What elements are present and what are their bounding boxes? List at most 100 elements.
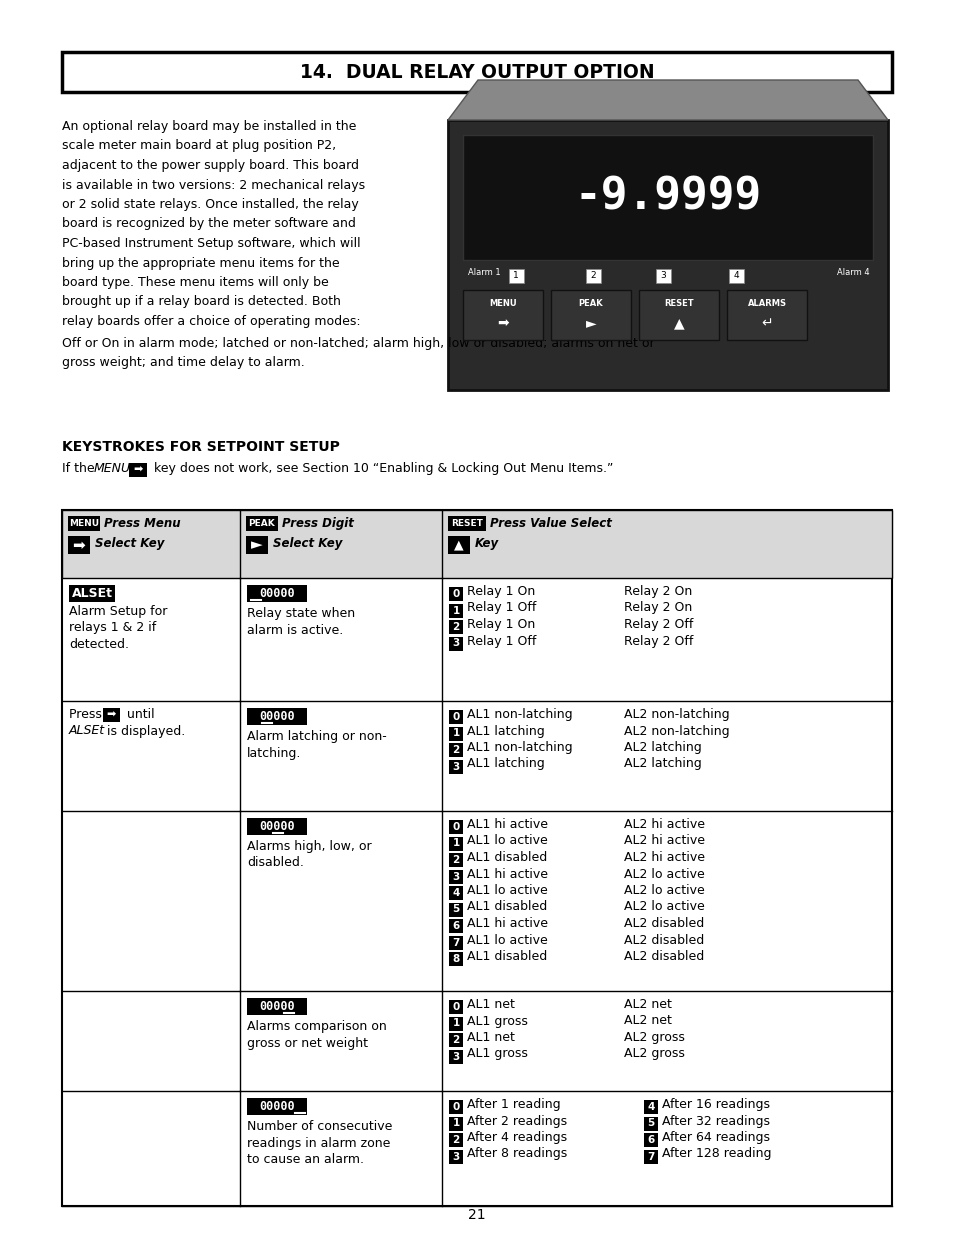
Text: ➡: ➡ bbox=[72, 537, 85, 552]
Text: Alarm latching or non-: Alarm latching or non- bbox=[247, 730, 386, 743]
Bar bbox=[449, 710, 462, 724]
Bar bbox=[449, 743, 462, 757]
Bar bbox=[449, 1150, 462, 1163]
Text: Relay 2 Off: Relay 2 Off bbox=[623, 618, 693, 631]
Text: AL2 disabled: AL2 disabled bbox=[623, 918, 703, 930]
Text: AL2 gross: AL2 gross bbox=[623, 1031, 684, 1044]
Text: AL1 hi active: AL1 hi active bbox=[467, 867, 547, 881]
Bar bbox=[449, 1050, 462, 1063]
Bar bbox=[449, 587, 462, 601]
Text: 1: 1 bbox=[452, 605, 459, 615]
Text: relays 1 & 2 if: relays 1 & 2 if bbox=[69, 621, 156, 635]
Text: PC-based Instrument Setup software, which will: PC-based Instrument Setup software, whic… bbox=[62, 237, 360, 249]
Text: 3: 3 bbox=[452, 638, 459, 648]
Text: 1: 1 bbox=[452, 1119, 459, 1129]
Bar bbox=[69, 585, 115, 601]
Bar bbox=[449, 604, 462, 618]
Bar bbox=[643, 1100, 658, 1114]
Text: Alarms comparison on: Alarms comparison on bbox=[247, 1020, 386, 1032]
Bar bbox=[68, 536, 90, 555]
Text: MENU: MENU bbox=[94, 462, 131, 475]
Text: AL2 disabled: AL2 disabled bbox=[623, 934, 703, 946]
Text: key does not work, see Section 10 “Enabling & Locking Out Menu Items.”: key does not work, see Section 10 “Enabl… bbox=[150, 462, 613, 475]
Bar bbox=[643, 1150, 658, 1163]
Bar bbox=[449, 853, 462, 867]
Text: 0: 0 bbox=[452, 823, 459, 832]
Bar bbox=[62, 52, 891, 91]
Text: AL2 non-latching: AL2 non-latching bbox=[623, 708, 729, 721]
Text: PEAK: PEAK bbox=[249, 519, 275, 529]
Bar bbox=[103, 708, 120, 722]
Text: AL1 net: AL1 net bbox=[467, 998, 515, 1011]
Bar bbox=[62, 510, 891, 1207]
Bar bbox=[449, 1032, 462, 1047]
Bar bbox=[462, 290, 542, 340]
Bar bbox=[509, 269, 523, 283]
Text: MENU: MENU bbox=[69, 519, 99, 529]
Text: MENU: MENU bbox=[489, 300, 517, 309]
Text: gross or net weight: gross or net weight bbox=[247, 1036, 368, 1050]
Text: AL1 latching: AL1 latching bbox=[467, 757, 544, 771]
Bar bbox=[62, 510, 891, 578]
Text: to cause an alarm.: to cause an alarm. bbox=[247, 1153, 364, 1166]
Bar bbox=[449, 760, 462, 773]
Text: PEAK: PEAK bbox=[578, 300, 602, 309]
Text: Alarm Setup for: Alarm Setup for bbox=[69, 605, 167, 618]
Text: brought up if a relay board is detected. Both: brought up if a relay board is detected.… bbox=[62, 295, 340, 309]
Text: Select Key: Select Key bbox=[273, 537, 342, 550]
Text: After 128 reading: After 128 reading bbox=[661, 1147, 771, 1161]
Text: ➡: ➡ bbox=[133, 466, 143, 475]
Text: 4: 4 bbox=[733, 272, 738, 280]
Text: ALARMS: ALARMS bbox=[747, 300, 785, 309]
Text: Relay 1 Off: Relay 1 Off bbox=[467, 635, 536, 647]
Text: AL1 disabled: AL1 disabled bbox=[467, 851, 547, 864]
Text: 00000: 00000 bbox=[259, 710, 294, 722]
Text: gross weight; and time delay to alarm.: gross weight; and time delay to alarm. bbox=[62, 356, 304, 369]
Bar bbox=[585, 269, 600, 283]
Text: 21: 21 bbox=[468, 1208, 485, 1221]
Text: 0: 0 bbox=[452, 1102, 459, 1112]
Text: alarm is active.: alarm is active. bbox=[247, 624, 343, 636]
Text: 0: 0 bbox=[452, 713, 459, 722]
Text: AL1 non-latching: AL1 non-latching bbox=[467, 708, 572, 721]
Text: AL2 hi active: AL2 hi active bbox=[623, 851, 704, 864]
Text: If the: If the bbox=[62, 462, 98, 475]
Text: KEYSTROKES FOR SETPOINT SETUP: KEYSTROKES FOR SETPOINT SETUP bbox=[62, 440, 339, 454]
Text: Alarm 4: Alarm 4 bbox=[837, 268, 869, 277]
Bar bbox=[247, 585, 307, 601]
Text: relay boards offer a choice of operating modes:: relay boards offer a choice of operating… bbox=[62, 315, 360, 329]
Text: 2: 2 bbox=[590, 272, 596, 280]
Text: until: until bbox=[123, 708, 154, 721]
Text: Press Menu: Press Menu bbox=[104, 517, 180, 530]
Text: scale meter main board at plug position P2,: scale meter main board at plug position … bbox=[62, 140, 335, 152]
Text: 1: 1 bbox=[452, 1019, 459, 1029]
Text: AL2 hi active: AL2 hi active bbox=[623, 818, 704, 831]
Text: 3: 3 bbox=[452, 762, 459, 772]
Text: RESET: RESET bbox=[451, 519, 482, 529]
Text: Relay 1 Off: Relay 1 Off bbox=[467, 601, 536, 615]
Text: AL1 disabled: AL1 disabled bbox=[467, 900, 547, 914]
Bar bbox=[449, 820, 462, 834]
Bar bbox=[449, 726, 462, 741]
Polygon shape bbox=[448, 80, 887, 120]
Text: ►: ► bbox=[251, 537, 263, 552]
Bar bbox=[449, 869, 462, 883]
Text: AL1 lo active: AL1 lo active bbox=[467, 884, 547, 897]
Text: adjacent to the power supply board. This board: adjacent to the power supply board. This… bbox=[62, 159, 358, 172]
Bar bbox=[643, 1116, 658, 1130]
Text: ALSEt: ALSEt bbox=[69, 725, 105, 737]
Bar bbox=[247, 708, 307, 725]
Text: 4: 4 bbox=[452, 888, 459, 898]
Text: ↵: ↵ bbox=[760, 316, 772, 330]
Text: AL1 hi active: AL1 hi active bbox=[467, 818, 547, 831]
Text: AL2 net: AL2 net bbox=[623, 998, 671, 1011]
Text: 00000: 00000 bbox=[259, 587, 294, 600]
Bar bbox=[551, 290, 630, 340]
Text: latching.: latching. bbox=[247, 746, 301, 760]
Text: 3: 3 bbox=[452, 872, 459, 882]
Bar bbox=[449, 885, 462, 900]
Bar bbox=[449, 935, 462, 950]
Text: 1: 1 bbox=[513, 272, 518, 280]
Text: AL2 lo active: AL2 lo active bbox=[623, 884, 704, 897]
Text: Alarm 1: Alarm 1 bbox=[468, 268, 500, 277]
